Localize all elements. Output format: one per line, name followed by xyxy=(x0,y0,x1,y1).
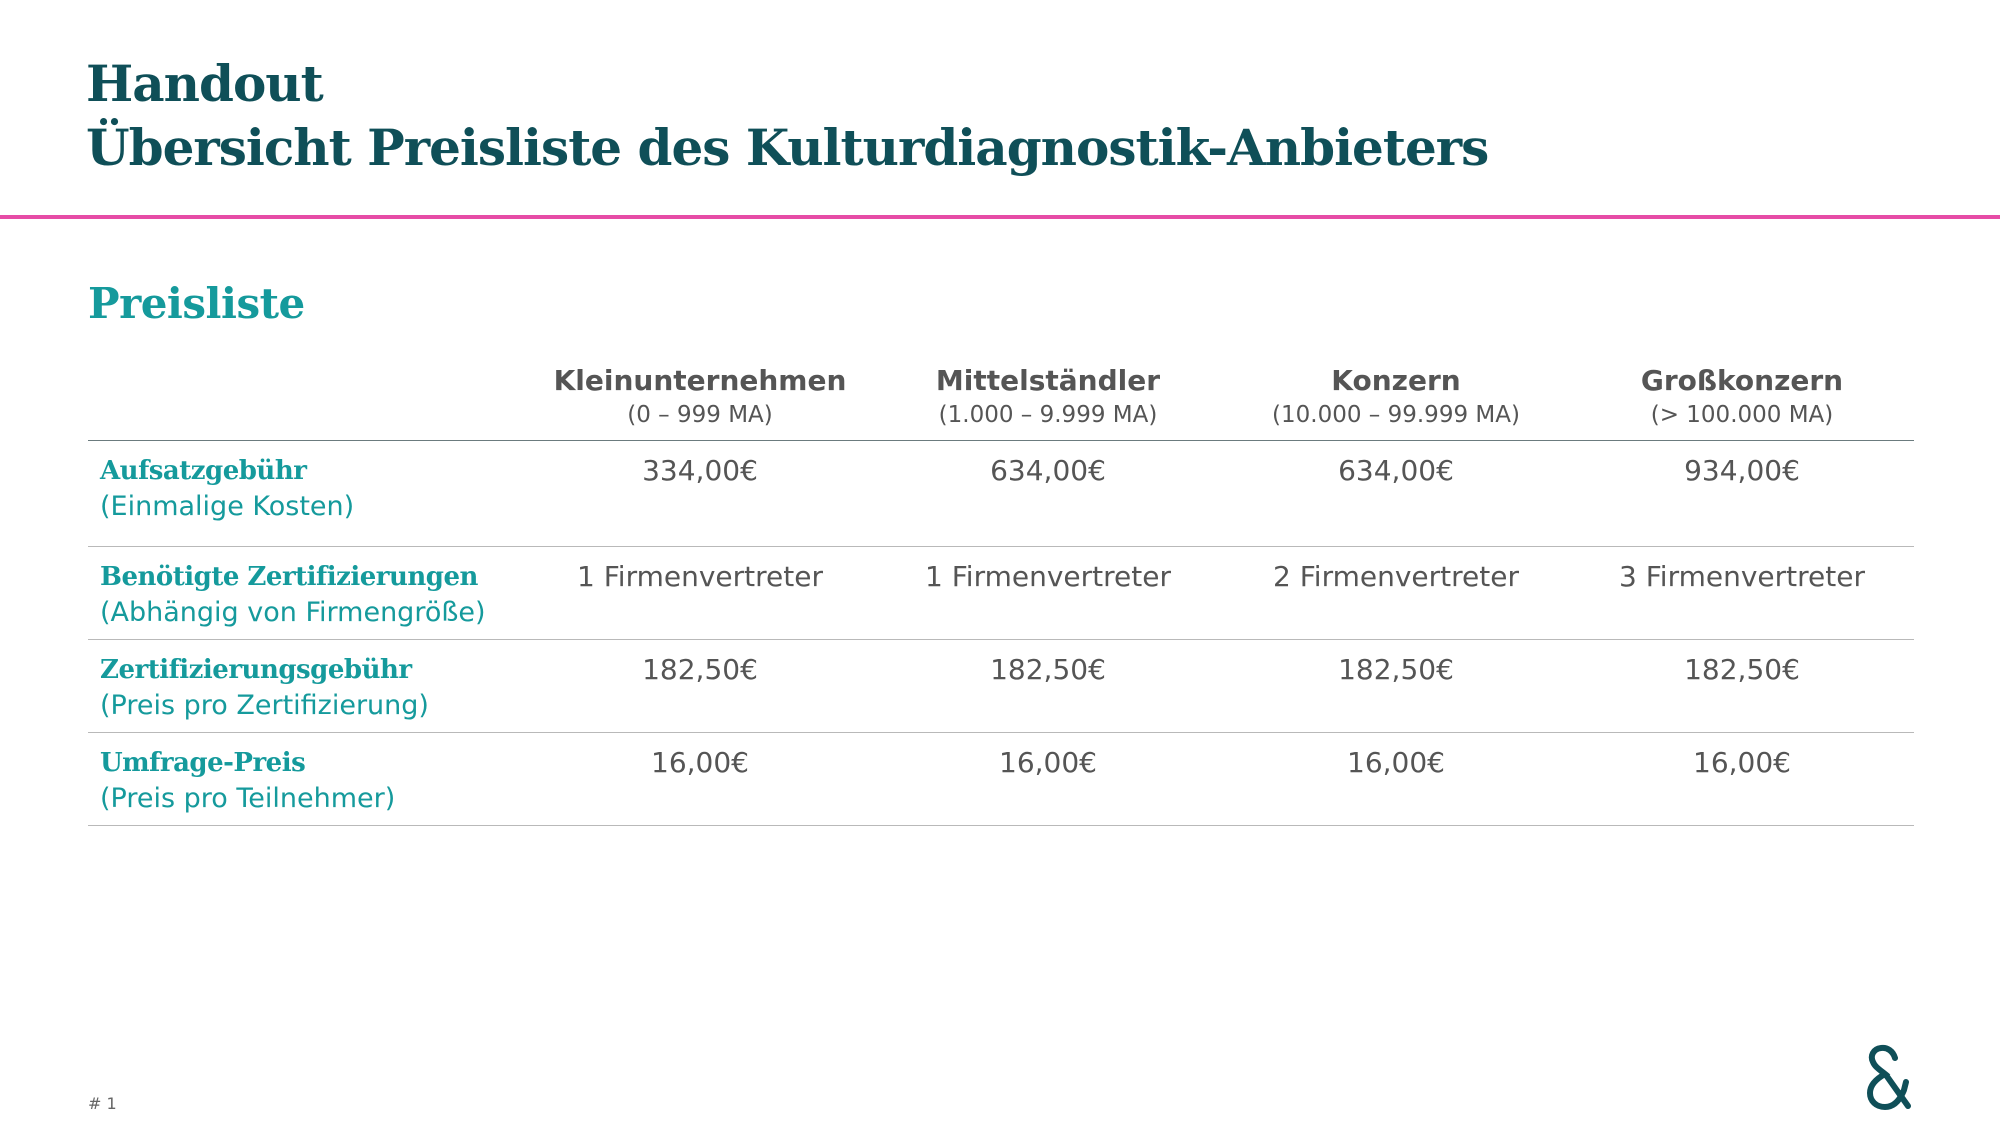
column-header-size: (0 – 999 MA) xyxy=(627,402,773,428)
table-cell: 182,50€ xyxy=(526,639,874,733)
cell-value: 182,50€ xyxy=(990,653,1106,686)
table-header-empty xyxy=(88,362,526,441)
page-number: # 1 xyxy=(88,1094,117,1113)
page-title: Handout Übersicht Preisliste des Kulturd… xyxy=(86,52,1489,180)
table-cell: 3 Firmenvertreter xyxy=(1570,546,1914,640)
table-row: Zertifizierungsgebühr (Preis pro Zertifi… xyxy=(88,639,1914,733)
table-header-row: Kleinunternehmen (0 – 999 MA) Mittelstän… xyxy=(88,362,1914,441)
column-header-size: (> 100.000 MA) xyxy=(1650,402,1834,428)
table-cell: 182,50€ xyxy=(1570,639,1914,733)
column-header: Mittelständler (1.000 – 9.999 MA) xyxy=(874,362,1222,441)
table-cell: 16,00€ xyxy=(874,732,1222,826)
cell-value: 182,50€ xyxy=(1338,653,1454,686)
cell-value: 3 Firmenvertreter xyxy=(1619,560,1865,593)
cell-value: 934,00€ xyxy=(1684,454,1800,487)
title-line-subtitle: Übersicht Preisliste des Kulturdiagnosti… xyxy=(86,118,1489,177)
column-header-size: (10.000 – 99.999 MA) xyxy=(1272,402,1520,428)
cell-value: 334,00€ xyxy=(642,454,758,487)
column-header-name: Kleinunternehmen xyxy=(553,364,847,397)
row-sublabel: (Einmalige Kosten) xyxy=(100,491,355,522)
column-header: Großkonzern (> 100.000 MA) xyxy=(1570,362,1914,441)
table-cell: 16,00€ xyxy=(1222,732,1570,826)
table-row: Umfrage-Preis (Preis pro Teilnehmer) 16,… xyxy=(88,732,1914,826)
cell-value: 2 Firmenvertreter xyxy=(1273,560,1519,593)
table-cell: 1 Firmenvertreter xyxy=(874,546,1222,640)
table-row: Aufsatzgebühr (Einmalige Kosten) 334,00€… xyxy=(88,440,1914,547)
row-label-cell: Zertifizierungsgebühr (Preis pro Zertifi… xyxy=(88,639,526,733)
table-row: Benötigte Zertifizierungen (Abhängig von… xyxy=(88,546,1914,640)
row-label-cell: Benötigte Zertifizierungen (Abhängig von… xyxy=(88,546,526,640)
section-title: Preisliste xyxy=(88,279,305,328)
cell-value: 16,00€ xyxy=(999,746,1097,779)
row-label-cell: Aufsatzgebühr (Einmalige Kosten) xyxy=(88,440,526,547)
column-header-name: Mittelständler xyxy=(935,364,1161,397)
cell-value: 1 Firmenvertreter xyxy=(925,560,1171,593)
cell-value: 16,00€ xyxy=(1347,746,1445,779)
column-header-name: Großkonzern xyxy=(1640,364,1844,397)
row-label: Umfrage-Preis xyxy=(100,748,306,778)
table-cell: 634,00€ xyxy=(874,440,1222,547)
table-cell: 16,00€ xyxy=(1570,732,1914,826)
column-header: Konzern (10.000 – 99.999 MA) xyxy=(1222,362,1570,441)
cell-value: 634,00€ xyxy=(1338,454,1454,487)
table-cell: 334,00€ xyxy=(526,440,874,547)
row-label: Benötigte Zertifizierungen xyxy=(100,562,478,592)
row-sublabel: (Preis pro Teilnehmer) xyxy=(100,783,396,814)
table-cell: 634,00€ xyxy=(1222,440,1570,547)
header-divider xyxy=(0,215,2000,219)
cell-value: 16,00€ xyxy=(1693,746,1791,779)
cell-value: 634,00€ xyxy=(990,454,1106,487)
title-line-handout: Handout xyxy=(86,54,324,113)
table-cell: 2 Firmenvertreter xyxy=(1222,546,1570,640)
column-header-name: Konzern xyxy=(1331,364,1461,397)
ampersand-logo-icon xyxy=(1866,1044,1911,1111)
table-cell: 182,50€ xyxy=(874,639,1222,733)
price-table: Kleinunternehmen (0 – 999 MA) Mittelstän… xyxy=(88,362,1914,826)
row-label-cell: Umfrage-Preis (Preis pro Teilnehmer) xyxy=(88,732,526,826)
row-sublabel: (Preis pro Zertifizierung) xyxy=(100,690,429,721)
row-label: Aufsatzgebühr xyxy=(100,456,307,486)
column-header: Kleinunternehmen (0 – 999 MA) xyxy=(526,362,874,441)
table-cell: 16,00€ xyxy=(526,732,874,826)
cell-value: 182,50€ xyxy=(642,653,758,686)
table-cell: 1 Firmenvertreter xyxy=(526,546,874,640)
table-cell: 182,50€ xyxy=(1222,639,1570,733)
column-header-size: (1.000 – 9.999 MA) xyxy=(938,402,1158,428)
cell-value: 1 Firmenvertreter xyxy=(577,560,823,593)
row-label: Zertifizierungsgebühr xyxy=(100,655,412,685)
cell-value: 182,50€ xyxy=(1684,653,1800,686)
cell-value: 16,00€ xyxy=(651,746,749,779)
table-cell: 934,00€ xyxy=(1570,440,1914,547)
row-sublabel: (Abhängig von Firmengröße) xyxy=(100,597,486,628)
